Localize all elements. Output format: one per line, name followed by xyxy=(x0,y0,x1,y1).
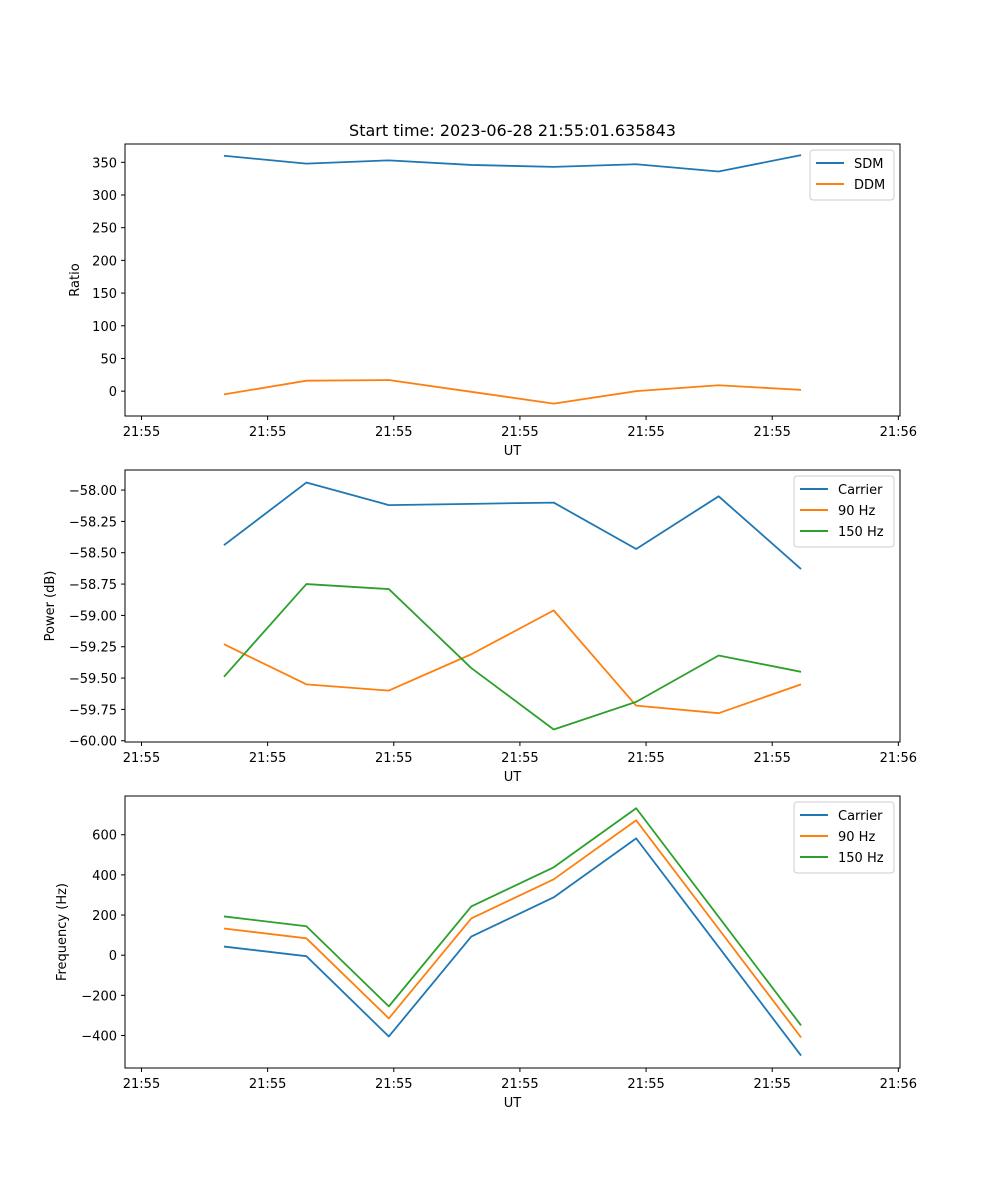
x-tick-label: 21:56 xyxy=(880,751,917,766)
y-tick-label: 100 xyxy=(92,320,117,335)
x-tick-label: 21:55 xyxy=(123,1077,160,1092)
legend-box xyxy=(793,475,895,548)
y-tick-label: −59.50 xyxy=(69,672,117,687)
x-tick-label: 21:55 xyxy=(375,751,412,766)
x-tick-label: 21:55 xyxy=(249,1077,286,1092)
x-axis-label: UT xyxy=(504,770,522,785)
legend: Carrier 90 Hz 150 Hz xyxy=(793,801,895,874)
legend-label: 90 Hz xyxy=(838,830,875,845)
x-tick-label: 21:55 xyxy=(627,425,664,440)
x-axis-label: UT xyxy=(504,1096,522,1111)
x-tick-label: 21:55 xyxy=(501,1077,538,1092)
x-tick-label: 21:55 xyxy=(249,425,286,440)
series-line-sdm xyxy=(223,154,802,173)
plot-frame xyxy=(124,469,901,743)
y-tick-label: −400 xyxy=(81,1029,117,1044)
legend-box xyxy=(793,801,895,874)
plot-frame xyxy=(124,795,901,1069)
y-tick-label: −59.25 xyxy=(69,641,117,656)
y-tick-label: −58.75 xyxy=(69,578,117,593)
x-tick-label: 21:55 xyxy=(753,751,790,766)
y-tick-label: −59.75 xyxy=(69,703,117,718)
legend-label: Carrier xyxy=(838,809,883,824)
y-tick-label: 0 xyxy=(109,385,117,400)
legend: Carrier 90 Hz 150 Hz xyxy=(793,475,895,548)
plot-frame xyxy=(124,143,901,417)
x-tick-label: 21:55 xyxy=(375,425,412,440)
subplot-3: 21:55 21:55 21:55 21:55 21:55 21:55 21:56 −400 −… xyxy=(55,795,917,1111)
x-tick-label: 21:56 xyxy=(880,1077,917,1092)
series-line-carrier xyxy=(223,481,802,570)
y-tick-label: 50 xyxy=(100,352,117,367)
x-tick-label: 21:56 xyxy=(880,425,917,440)
x-tick-label: 21:55 xyxy=(627,751,664,766)
y-tick-label: −200 xyxy=(81,989,117,1004)
series-line-150-hz xyxy=(223,583,802,731)
x-tick-label: 21:55 xyxy=(123,425,160,440)
x-tick-label: 21:55 xyxy=(501,751,538,766)
series-line-ddm xyxy=(223,379,802,405)
legend-label: SDM xyxy=(854,157,883,172)
legend: SDM DDM xyxy=(809,149,895,201)
y-tick-label: 400 xyxy=(92,869,117,884)
y-tick-label: 350 xyxy=(92,156,117,171)
y-tick-label: 0 xyxy=(109,949,117,964)
subplot-1: 21:55 21:55 21:55 21:55 21:55 21:55 21:56 0 50 10… xyxy=(68,143,917,459)
legend-label: 150 Hz xyxy=(838,851,884,866)
figure-title: Start time: 2023-06-28 21:55:01.635843 xyxy=(349,121,676,140)
y-axis-label: Power (dB) xyxy=(43,571,58,642)
x-tick-label: 21:55 xyxy=(375,1077,412,1092)
series-line-150-hz xyxy=(223,807,802,1026)
x-tick-label: 21:55 xyxy=(249,751,286,766)
x-axis-label: UT xyxy=(504,444,522,459)
y-axis-label: Ratio xyxy=(68,263,83,296)
x-tick-label: 21:55 xyxy=(501,425,538,440)
y-tick-label: 200 xyxy=(92,254,117,269)
y-axis-label: Frequency (Hz) xyxy=(55,883,70,981)
series-line-carrier xyxy=(223,837,802,1057)
y-tick-label: 200 xyxy=(92,909,117,924)
subplot-2: 21:55 21:55 21:55 21:55 21:55 21:55 21:56 −60.0… xyxy=(43,469,917,785)
series-line-90-hz xyxy=(223,819,802,1039)
y-tick-label: 150 xyxy=(92,287,117,302)
y-tick-label: −60.00 xyxy=(69,735,117,750)
y-tick-label: −58.25 xyxy=(69,515,117,530)
y-tick-label: −58.00 xyxy=(69,484,117,499)
y-tick-label: 600 xyxy=(92,829,117,844)
y-tick-label: 250 xyxy=(92,222,117,237)
y-tick-label: −59.00 xyxy=(69,609,117,624)
series-line-90-hz xyxy=(223,609,802,715)
y-tick-label: −58.50 xyxy=(69,547,117,562)
legend-label: 90 Hz xyxy=(838,504,875,519)
legend-label: 150 Hz xyxy=(838,525,884,540)
x-tick-label: 21:55 xyxy=(123,751,160,766)
y-tick-label: 300 xyxy=(92,189,117,204)
legend-label: DDM xyxy=(854,178,885,193)
legend-label: Carrier xyxy=(838,483,883,498)
x-tick-label: 21:55 xyxy=(753,1077,790,1092)
x-tick-label: 21:55 xyxy=(753,425,790,440)
x-tick-label: 21:55 xyxy=(627,1077,664,1092)
